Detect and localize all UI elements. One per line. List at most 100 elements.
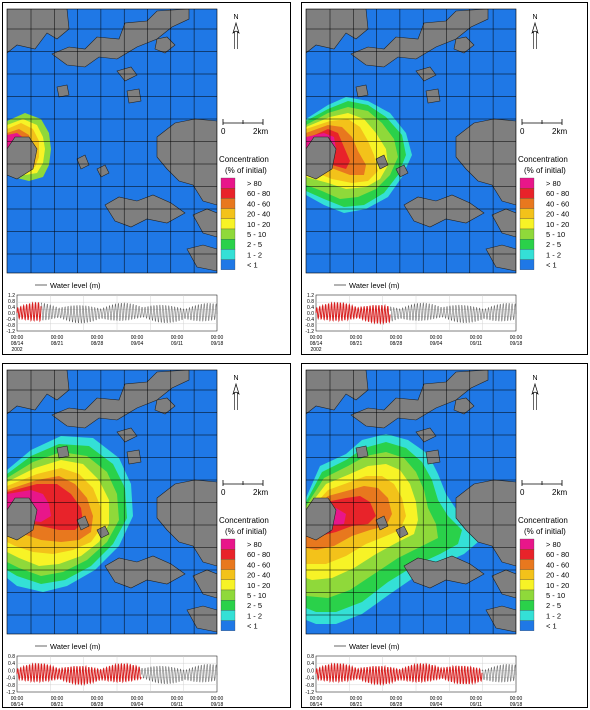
- legend-swatch-5: [519, 589, 535, 601]
- legend-label-6: 2 - 5: [247, 240, 262, 249]
- north-arrow-icon: N: [232, 14, 240, 49]
- y-tick-6: -1.2: [305, 329, 314, 335]
- legend-swatch-0: [519, 538, 535, 550]
- y-tick-2: 0.0: [8, 668, 15, 674]
- y-tick-4: -0.4: [305, 317, 314, 323]
- map-grid: [306, 9, 516, 273]
- scale-end: 2km: [552, 488, 567, 497]
- x-tick-date-3: 09/04: [430, 702, 443, 708]
- x-tick-time-3: 00:00: [131, 335, 144, 341]
- legend-label-0: > 80: [247, 179, 262, 188]
- water-level-title: Water level (m): [349, 642, 400, 651]
- year-label: 2002: [310, 347, 321, 353]
- north-arrow-icon: N: [531, 375, 539, 410]
- x-tick-time-0: 00:00: [11, 335, 24, 341]
- x-tick-time-3: 00:00: [430, 696, 443, 702]
- legend-swatch-0: [220, 538, 236, 550]
- legend-swatch-1: [519, 188, 535, 199]
- legend-label-6: 2 - 5: [247, 601, 262, 610]
- x-tick-time-4: 00:00: [171, 696, 184, 702]
- y-tick-0: 0.8: [8, 654, 15, 660]
- legend-subtitle: (% of initial): [225, 527, 267, 536]
- legend-title: Concentration: [518, 155, 568, 164]
- land-mass-5: [56, 445, 70, 459]
- legend-label-7: 1 - 2: [546, 250, 561, 259]
- legend-label-1: 60 - 80: [546, 550, 569, 559]
- land-mass-0: [306, 9, 369, 54]
- legend-swatch-2: [519, 198, 535, 209]
- land-mass-0: [306, 370, 369, 415]
- legend-swatch-6: [220, 600, 236, 611]
- north-label: N: [233, 375, 238, 382]
- land-mass-9: [7, 497, 38, 541]
- water-level-chart: Water level (m)0.80.40.0-0.4-0.8-1.200:0…: [305, 642, 523, 708]
- y-tick-0: 0.8: [307, 654, 314, 660]
- y-tick-3: 0.0: [307, 311, 314, 317]
- land-mass-12: [186, 244, 217, 272]
- water-level-future-series: [140, 663, 218, 685]
- land-mass-11: [96, 164, 110, 178]
- panel-2: N 0 2km Concentration (% of initial) > 80 60 -…: [301, 2, 588, 355]
- x-tick-date-4: 09/11: [171, 702, 183, 708]
- legend-label-8: < 1: [546, 261, 557, 270]
- north-label: N: [532, 375, 537, 382]
- land-mass-12: [485, 605, 516, 633]
- panel-4: N 0 2km Concentration (% of initial) > 80 60 -…: [301, 363, 588, 708]
- legend-label-4: 10 - 20: [247, 220, 270, 229]
- land-mass-2: [453, 397, 475, 415]
- scale-bar: 0 2km: [221, 480, 268, 497]
- x-tick-date-1: 08/21: [51, 341, 64, 347]
- legend-label-8: < 1: [546, 622, 557, 631]
- land-mass-5: [355, 84, 369, 98]
- x-tick-date-2: 08/28: [91, 702, 104, 708]
- x-tick-time-1: 00:00: [51, 696, 64, 702]
- y-tick-3: 0.0: [8, 311, 15, 317]
- legend-label-1: 60 - 80: [546, 189, 569, 198]
- x-tick-date-2: 08/28: [390, 341, 403, 347]
- land-mass-12: [186, 605, 217, 633]
- legend-label-6: 2 - 5: [546, 240, 561, 249]
- y-tick-5: -0.8: [6, 323, 15, 329]
- x-tick-time-1: 00:00: [51, 335, 64, 341]
- x-tick-time-0: 00:00: [11, 696, 24, 702]
- legend-label-3: 20 - 40: [546, 210, 569, 219]
- land-mass-6: [156, 479, 217, 567]
- y-tick-2: 0.4: [307, 305, 314, 311]
- land-mass-4: [126, 449, 142, 465]
- water-level-chart: Water level (m)1.20.80.40.0-0.4-0.8-1.20…: [305, 281, 522, 353]
- land-mass-6: [455, 479, 516, 567]
- legend-label-2: 40 - 60: [546, 560, 569, 569]
- x-tick-time-5: 00:00: [510, 696, 523, 702]
- x-tick-date-1: 08/21: [350, 702, 363, 708]
- land-mass-5: [355, 445, 369, 459]
- map-grid: [7, 9, 217, 273]
- legend-label-7: 1 - 2: [247, 250, 262, 259]
- legend-label-4: 10 - 20: [546, 220, 569, 229]
- legend-swatch-1: [220, 549, 236, 560]
- legend-subtitle: (% of initial): [225, 166, 267, 175]
- legend-label-2: 40 - 60: [247, 560, 270, 569]
- y-tick-4: -0.8: [305, 683, 314, 689]
- water-level-past-series: [16, 662, 142, 687]
- land-mass-11: [96, 525, 110, 539]
- legend-swatch-4: [220, 218, 236, 230]
- x-tick-date-5: 09/18: [510, 702, 523, 708]
- legend-label-7: 1 - 2: [546, 611, 561, 620]
- x-tick-time-2: 00:00: [91, 335, 104, 341]
- panel-3: N 0 2km Concentration (% of initial) > 80 60 -…: [2, 363, 291, 708]
- legend-subtitle: (% of initial): [524, 527, 566, 536]
- x-tick-date-2: 08/28: [91, 341, 104, 347]
- legend-swatch-8: [519, 620, 535, 631]
- legend-title: Concentration: [219, 155, 269, 164]
- land-mass-11: [395, 164, 409, 178]
- legend-label-2: 40 - 60: [247, 199, 270, 208]
- x-tick-date-5: 09/18: [211, 341, 224, 347]
- legend-swatch-7: [220, 249, 236, 260]
- x-tick-date-3: 09/04: [131, 702, 144, 708]
- north-arrow-icon: N: [531, 14, 539, 49]
- legend-label-3: 20 - 40: [247, 210, 270, 219]
- x-tick-date-1: 08/21: [350, 341, 363, 347]
- land-mass-4: [425, 88, 441, 104]
